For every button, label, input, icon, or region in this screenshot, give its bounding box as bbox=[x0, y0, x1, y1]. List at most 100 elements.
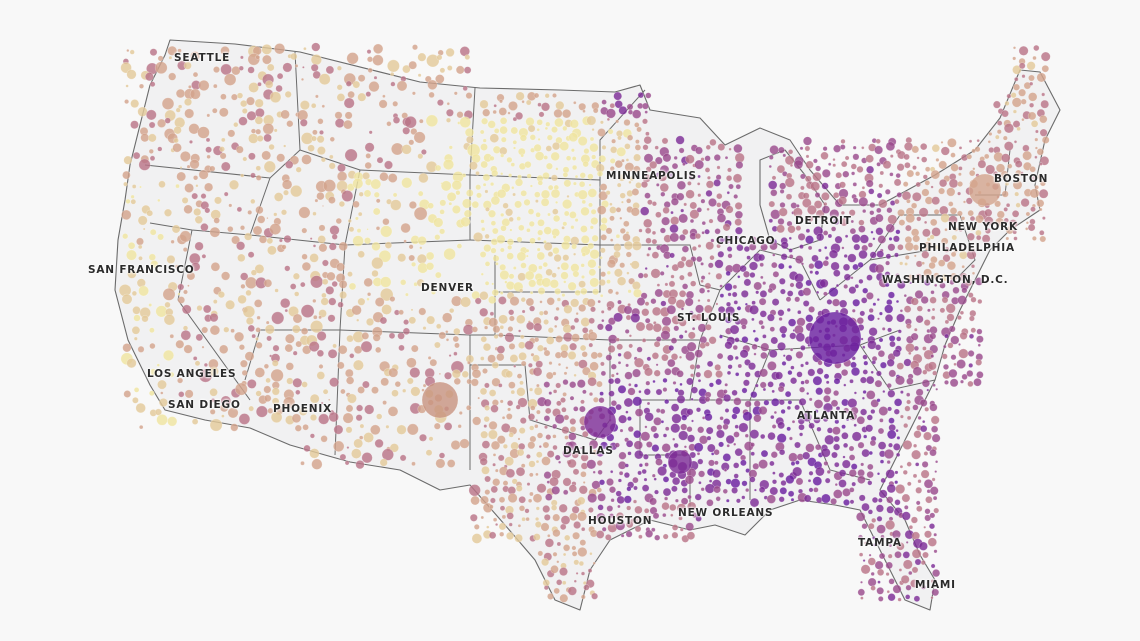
county-bubble bbox=[924, 179, 931, 186]
county-bubble bbox=[669, 223, 679, 234]
county-bubble bbox=[768, 218, 774, 224]
county-bubble bbox=[316, 371, 326, 380]
county-bubble bbox=[739, 264, 747, 273]
county-bubble bbox=[420, 149, 427, 156]
county-bubble bbox=[887, 442, 893, 448]
county-bubble bbox=[749, 271, 756, 279]
county-bubble bbox=[588, 268, 597, 277]
county-bubble bbox=[605, 190, 611, 196]
county-bubble bbox=[597, 504, 604, 511]
county-bubble bbox=[213, 83, 218, 89]
county-bubble bbox=[561, 293, 566, 298]
county-bubble bbox=[931, 227, 941, 237]
county-bubble bbox=[858, 278, 864, 285]
county-bubble bbox=[433, 341, 441, 349]
county-bubble bbox=[506, 156, 513, 163]
county-bubble bbox=[537, 229, 544, 236]
county-bubble bbox=[741, 324, 747, 330]
county-bubble bbox=[785, 474, 795, 485]
county-bubble bbox=[651, 306, 662, 317]
county-bubble bbox=[265, 80, 274, 89]
county-bubble bbox=[598, 154, 607, 163]
county-bubble bbox=[787, 149, 794, 155]
county-bubble bbox=[995, 163, 1006, 173]
county-bubble bbox=[242, 156, 248, 162]
county-bubble bbox=[680, 255, 687, 262]
county-bubble bbox=[651, 201, 658, 207]
county-bubble bbox=[582, 109, 586, 113]
county-bubble bbox=[379, 458, 388, 467]
county-bubble bbox=[436, 99, 444, 107]
county-bubble bbox=[525, 516, 530, 522]
county-bubble bbox=[879, 418, 884, 423]
county-bubble bbox=[535, 459, 540, 464]
county-bubble bbox=[832, 158, 836, 162]
county-bubble bbox=[778, 472, 785, 478]
county-bubble bbox=[681, 283, 689, 290]
county-bubble bbox=[969, 215, 976, 222]
county-bubble bbox=[892, 235, 900, 243]
county-bubble bbox=[265, 320, 270, 325]
county-bubble bbox=[975, 358, 983, 366]
county-bubble bbox=[255, 128, 262, 135]
county-bubble bbox=[445, 47, 455, 58]
county-bubble bbox=[374, 438, 384, 449]
county-bubble bbox=[347, 271, 353, 277]
county-bubble bbox=[1022, 150, 1032, 161]
county-bubble bbox=[540, 522, 550, 532]
county-bubble bbox=[1014, 191, 1020, 197]
county-bubble bbox=[524, 160, 532, 169]
city-label-st-louis: ST. LOUIS bbox=[677, 312, 741, 324]
county-bubble bbox=[932, 495, 938, 501]
county-bubble bbox=[535, 451, 543, 459]
county-bubble bbox=[724, 315, 733, 324]
county-bubble bbox=[309, 413, 318, 422]
county-bubble bbox=[831, 451, 838, 459]
county-bubble bbox=[480, 219, 485, 224]
county-bubble bbox=[915, 505, 923, 513]
county-bubble bbox=[175, 183, 180, 189]
county-bubble bbox=[551, 141, 561, 151]
county-bubble bbox=[1027, 111, 1037, 121]
county-bubble bbox=[795, 225, 802, 231]
county-bubble bbox=[722, 223, 731, 232]
county-bubble bbox=[941, 353, 948, 360]
county-bubble bbox=[443, 422, 453, 431]
county-bubble bbox=[247, 152, 256, 161]
county-bubble bbox=[738, 422, 749, 433]
county-bubble bbox=[280, 297, 291, 309]
county-bubble bbox=[430, 289, 437, 295]
county-bubble bbox=[550, 126, 558, 134]
county-bubble bbox=[896, 435, 901, 440]
county-bubble bbox=[233, 121, 239, 128]
county-bubble bbox=[361, 452, 373, 464]
county-bubble bbox=[449, 307, 455, 314]
county-bubble bbox=[266, 245, 277, 256]
county-bubble bbox=[628, 180, 632, 185]
county-bubble bbox=[888, 578, 895, 585]
county-bubble bbox=[645, 380, 651, 386]
county-bubble bbox=[676, 192, 685, 201]
county-bubble bbox=[574, 218, 579, 223]
county-bubble bbox=[316, 146, 326, 156]
county-bubble bbox=[1036, 72, 1047, 83]
county-bubble bbox=[439, 209, 445, 215]
county-bubble bbox=[895, 336, 902, 342]
county-bubble bbox=[921, 379, 931, 388]
county-bubble bbox=[139, 185, 142, 189]
county-bubble bbox=[533, 143, 542, 152]
county-bubble bbox=[814, 409, 819, 414]
county-bubble bbox=[753, 352, 757, 356]
county-bubble bbox=[716, 243, 721, 249]
county-bubble bbox=[525, 254, 529, 258]
county-bubble bbox=[514, 111, 524, 120]
county-bubble bbox=[562, 489, 569, 496]
county-bubble bbox=[725, 498, 730, 503]
county-bubble bbox=[586, 115, 597, 126]
county-bubble bbox=[976, 335, 984, 344]
county-bubble bbox=[626, 505, 632, 511]
county-bubble bbox=[813, 416, 821, 424]
county-bubble bbox=[390, 81, 396, 87]
county-bubble bbox=[500, 153, 505, 158]
county-bubble bbox=[434, 164, 442, 172]
